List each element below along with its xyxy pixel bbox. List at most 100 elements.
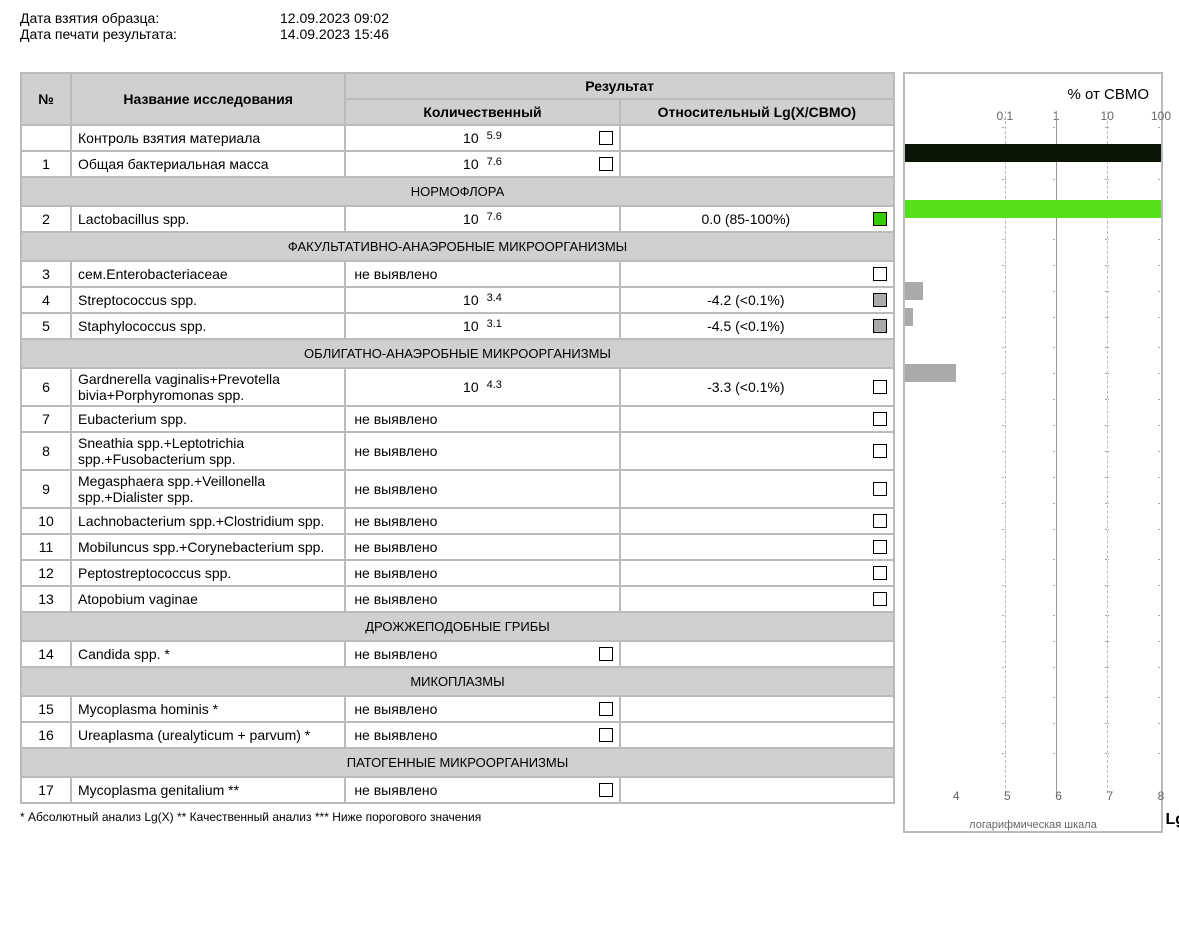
rel-cell: -4.2 (<0.1%) [620, 287, 894, 313]
row-num: 4 [21, 287, 71, 313]
quant-cell: 107.6 [345, 206, 619, 232]
rel-cell [620, 261, 894, 287]
status-box [599, 131, 613, 145]
print-date-label: Дата печати результата: [20, 26, 280, 42]
test-name: Mobiluncus spp.+Corynebacterium spp. [71, 534, 345, 560]
chart-bar [905, 144, 1161, 162]
table-row: ФАКУЛЬТАТИВНО-АНАЭРОБНЫЕ МИКРООРГАНИЗМЫ [21, 232, 894, 261]
table-row: МИКОПЛАЗМЫ [21, 667, 894, 696]
table-row: 16Ureaplasma (urealyticum + parvum) *не … [21, 722, 894, 748]
row-num: 9 [21, 470, 71, 508]
table-row: 6Gardnerella vaginalis+Prevotella bivia+… [21, 368, 894, 406]
rel-cell: 0.0 (85-100%) [620, 206, 894, 232]
rel-cell [620, 508, 894, 534]
status-box [599, 783, 613, 797]
status-box [873, 592, 887, 606]
row-num: 10 [21, 508, 71, 534]
header-meta: Дата взятия образца: 12.09.2023 09:02 Да… [20, 10, 1159, 42]
rel-cell [620, 125, 894, 151]
test-name: Общая бактериальная масса [71, 151, 345, 177]
table-row: 17Mycoplasma genitalium **не выявлено [21, 777, 894, 803]
quant-cell: не выявлено [345, 508, 619, 534]
chart-bar [905, 364, 956, 382]
chart-panel: % от СВМО 0.111010045678логарифмическая … [903, 72, 1163, 833]
rel-cell [620, 641, 894, 667]
quant-cell: не выявлено [345, 534, 619, 560]
quant-cell: не выявлено [345, 470, 619, 508]
rel-cell [620, 151, 894, 177]
table-row: 14Candida spp. *не выявлено [21, 641, 894, 667]
axis-bottom-tick: 4 [953, 789, 960, 803]
status-box [599, 728, 613, 742]
table-row: НОРМОФЛОРА [21, 177, 894, 206]
status-box [873, 514, 887, 528]
row-num: 13 [21, 586, 71, 612]
table-row: 12Peptostreptococcus spp.не выявлено [21, 560, 894, 586]
row-num: 1 [21, 151, 71, 177]
table-row: Контроль взятия материала105.9 [21, 125, 894, 151]
quant-cell: 107.6 [345, 151, 619, 177]
test-name: Lachnobacterium spp.+Clostridium spp. [71, 508, 345, 534]
quant-cell: не выявлено [345, 432, 619, 470]
rel-cell [620, 534, 894, 560]
rel-cell [620, 560, 894, 586]
axis-bottom-tick: 5 [1004, 789, 1011, 803]
section-header: ОБЛИГАТНО-АНАЭРОБНЫЕ МИКРООРГАНИЗМЫ [21, 339, 894, 368]
status-box [599, 702, 613, 716]
quant-cell: 103.4 [345, 287, 619, 313]
chart-bar [905, 282, 923, 300]
rel-cell: -4.5 (<0.1%) [620, 313, 894, 339]
test-name: Peptostreptococcus spp. [71, 560, 345, 586]
status-box [873, 319, 887, 333]
col-name: Название исследования [71, 73, 345, 125]
table-row: 9Megasphaera spp.+Veillonella spp.+Diali… [21, 470, 894, 508]
axis-top-tick: 100 [1151, 109, 1171, 123]
axis-bottom-label: логарифмическая шкала [905, 803, 1161, 831]
quant-cell: 103.1 [345, 313, 619, 339]
rel-cell [620, 777, 894, 803]
rel-cell [620, 696, 894, 722]
test-name: Candida spp. * [71, 641, 345, 667]
table-row: 2Lactobacillus spp.107.60.0 (85-100%) [21, 206, 894, 232]
row-num: 5 [21, 313, 71, 339]
rel-cell [620, 586, 894, 612]
test-name: Sneathia spp.+Leptotrichia spp.+Fusobact… [71, 432, 345, 470]
test-name: Lactobacillus spp. [71, 206, 345, 232]
row-num: 2 [21, 206, 71, 232]
axis-bottom-tick: 6 [1055, 789, 1062, 803]
quant-cell: не выявлено [345, 560, 619, 586]
table-row: ДРОЖЖЕПОДОБНЫЕ ГРИБЫ [21, 612, 894, 641]
section-header: ПАТОГЕННЫЕ МИКРООРГАНИЗМЫ [21, 748, 894, 777]
status-box [873, 380, 887, 394]
test-name: Mycoplasma genitalium ** [71, 777, 345, 803]
results-table: № Название исследования Результат Количе… [20, 72, 895, 804]
status-box [599, 157, 613, 171]
test-name: Staphylococcus spp. [71, 313, 345, 339]
status-box [873, 482, 887, 496]
quant-cell: не выявлено [345, 261, 619, 287]
footnote: * Абсолютный анализ Lg(X) ** Качественны… [20, 810, 895, 824]
rel-cell [620, 470, 894, 508]
lg-label: Lg [1165, 811, 1179, 829]
quant-cell: 105.9 [345, 125, 619, 151]
print-date-value: 14.09.2023 15:46 [280, 26, 389, 42]
status-box [873, 444, 887, 458]
table-row: 10Lachnobacterium spp.+Clostridium spp.н… [21, 508, 894, 534]
table-row: 4Streptococcus spp.103.4-4.2 (<0.1%) [21, 287, 894, 313]
quant-cell: не выявлено [345, 641, 619, 667]
table-row: 11Mobiluncus spp.+Corynebacterium spp.не… [21, 534, 894, 560]
table-row: 1Общая бактериальная масса107.6 [21, 151, 894, 177]
col-quant: Количественный [345, 99, 619, 125]
sample-date-label: Дата взятия образца: [20, 10, 280, 26]
section-header: ФАКУЛЬТАТИВНО-АНАЭРОБНЫЕ МИКРООРГАНИЗМЫ [21, 232, 894, 261]
row-num: 16 [21, 722, 71, 748]
table-row: 8Sneathia spp.+Leptotrichia spp.+Fusobac… [21, 432, 894, 470]
chart-bar [905, 308, 913, 326]
row-num: 8 [21, 432, 71, 470]
table-row: 15Mycoplasma hominis *не выявлено [21, 696, 894, 722]
table-row: 5Staphylococcus spp.103.1-4.5 (<0.1%) [21, 313, 894, 339]
status-box [873, 267, 887, 281]
table-row: ПАТОГЕННЫЕ МИКРООРГАНИЗМЫ [21, 748, 894, 777]
quant-cell: не выявлено [345, 722, 619, 748]
section-header: ДРОЖЖЕПОДОБНЫЕ ГРИБЫ [21, 612, 894, 641]
